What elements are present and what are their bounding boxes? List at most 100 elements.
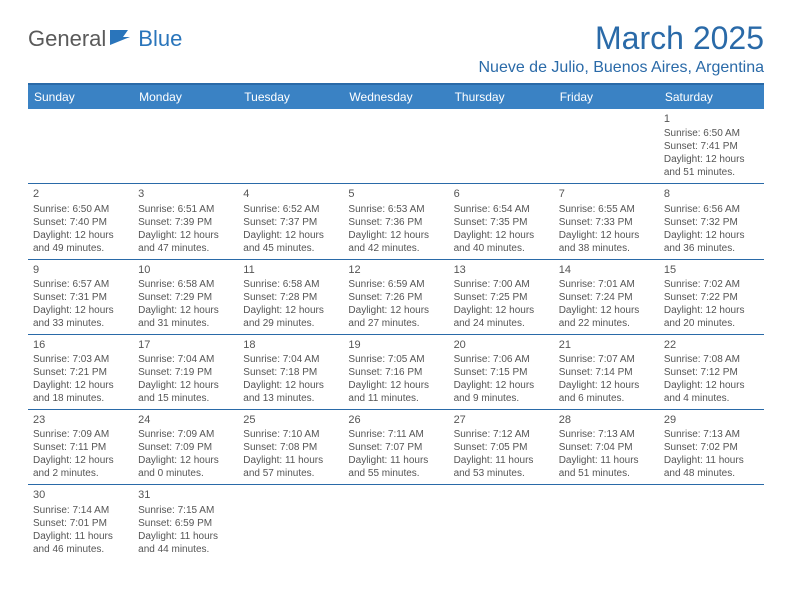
daylight-text: Daylight: 12 hours [454,229,550,242]
day-number: 4 [243,187,339,201]
day-number: 30 [33,488,129,502]
sunrise-text: Sunrise: 6:53 AM [348,203,444,216]
calendar: Sunday Monday Tuesday Wednesday Thursday… [28,83,764,560]
day-number: 14 [559,263,655,277]
sunset-text: Sunset: 7:07 PM [348,441,444,454]
daylight-text: Daylight: 12 hours [33,304,129,317]
sunrise-text: Sunrise: 7:01 AM [559,278,655,291]
sunset-text: Sunset: 7:32 PM [664,216,760,229]
sunrise-text: Sunrise: 7:08 AM [664,353,760,366]
daylight-text: and 4 minutes. [664,392,760,405]
day-number: 15 [664,263,760,277]
month-title: March 2025 [478,20,764,57]
daylight-text: Daylight: 12 hours [243,229,339,242]
day-cell: 29Sunrise: 7:13 AMSunset: 7:02 PMDayligh… [659,410,764,484]
daylight-text: and 48 minutes. [664,467,760,480]
sunrise-text: Sunrise: 7:11 AM [348,428,444,441]
daylight-text: Daylight: 12 hours [664,229,760,242]
logo-text-general: General [28,26,106,52]
daylight-text: and 27 minutes. [348,317,444,330]
day-cell: 13Sunrise: 7:00 AMSunset: 7:25 PMDayligh… [449,260,554,334]
day-cell: 16Sunrise: 7:03 AMSunset: 7:21 PMDayligh… [28,335,133,409]
daylight-text: Daylight: 12 hours [138,229,234,242]
sunrise-text: Sunrise: 7:13 AM [559,428,655,441]
daylight-text: Daylight: 12 hours [454,304,550,317]
week-row: 2Sunrise: 6:50 AMSunset: 7:40 PMDaylight… [28,184,764,259]
week-row: 16Sunrise: 7:03 AMSunset: 7:21 PMDayligh… [28,335,764,410]
day-number: 20 [454,338,550,352]
day-cell: 3Sunrise: 6:51 AMSunset: 7:39 PMDaylight… [133,184,238,258]
day-number: 6 [454,187,550,201]
daylight-text: Daylight: 12 hours [559,304,655,317]
dayname-tue: Tuesday [238,85,343,109]
day-cell: 14Sunrise: 7:01 AMSunset: 7:24 PMDayligh… [554,260,659,334]
day-number: 31 [138,488,234,502]
day-number: 10 [138,263,234,277]
day-cell: 7Sunrise: 6:55 AMSunset: 7:33 PMDaylight… [554,184,659,258]
daylight-text: Daylight: 12 hours [348,304,444,317]
daylight-text: and 49 minutes. [33,242,129,255]
sunset-text: Sunset: 7:24 PM [559,291,655,304]
sunset-text: Sunset: 7:33 PM [559,216,655,229]
day-number: 9 [33,263,129,277]
sunrise-text: Sunrise: 7:15 AM [138,504,234,517]
sunrise-text: Sunrise: 6:58 AM [138,278,234,291]
daylight-text: and 31 minutes. [138,317,234,330]
dayname-wed: Wednesday [343,85,448,109]
empty-cell [449,485,554,559]
sunrise-text: Sunrise: 7:09 AM [33,428,129,441]
daylight-text: and 55 minutes. [348,467,444,480]
daylight-text: Daylight: 12 hours [33,229,129,242]
week-row: 9Sunrise: 6:57 AMSunset: 7:31 PMDaylight… [28,260,764,335]
week-row: 23Sunrise: 7:09 AMSunset: 7:11 PMDayligh… [28,410,764,485]
day-cell: 4Sunrise: 6:52 AMSunset: 7:37 PMDaylight… [238,184,343,258]
day-cell: 24Sunrise: 7:09 AMSunset: 7:09 PMDayligh… [133,410,238,484]
daylight-text: and 20 minutes. [664,317,760,330]
day-cell: 5Sunrise: 6:53 AMSunset: 7:36 PMDaylight… [343,184,448,258]
daylight-text: and 2 minutes. [33,467,129,480]
location-subtitle: Nueve de Julio, Buenos Aires, Argentina [478,59,764,77]
daylight-text: Daylight: 11 hours [348,454,444,467]
daylight-text: and 0 minutes. [138,467,234,480]
day-number: 8 [664,187,760,201]
daylight-text: Daylight: 12 hours [138,304,234,317]
sunrise-text: Sunrise: 6:50 AM [664,127,760,140]
sunset-text: Sunset: 7:39 PM [138,216,234,229]
sunset-text: Sunset: 7:41 PM [664,140,760,153]
daylight-text: Daylight: 11 hours [664,454,760,467]
sunrise-text: Sunrise: 7:00 AM [454,278,550,291]
sunrise-text: Sunrise: 7:02 AM [664,278,760,291]
sunset-text: Sunset: 7:31 PM [33,291,129,304]
day-number: 21 [559,338,655,352]
sunset-text: Sunset: 7:29 PM [138,291,234,304]
day-number: 17 [138,338,234,352]
sunset-text: Sunset: 7:11 PM [33,441,129,454]
sunset-text: Sunset: 7:35 PM [454,216,550,229]
dayname-sun: Sunday [28,85,133,109]
empty-cell [343,485,448,559]
sunrise-text: Sunrise: 7:10 AM [243,428,339,441]
daylight-text: Daylight: 12 hours [664,304,760,317]
daylight-text: Daylight: 12 hours [664,153,760,166]
empty-cell [554,109,659,183]
sunset-text: Sunset: 7:21 PM [33,366,129,379]
day-number: 3 [138,187,234,201]
daylight-text: Daylight: 12 hours [33,379,129,392]
daylight-text: and 38 minutes. [559,242,655,255]
logo-flag-icon [110,28,136,51]
day-cell: 26Sunrise: 7:11 AMSunset: 7:07 PMDayligh… [343,410,448,484]
daylight-text: and 42 minutes. [348,242,444,255]
daylight-text: Daylight: 12 hours [138,379,234,392]
weeks-container: 1Sunrise: 6:50 AMSunset: 7:41 PMDaylight… [28,109,764,560]
header: General Blue March 2025 Nueve de Julio, … [28,20,764,77]
day-number: 24 [138,413,234,427]
daylight-text: and 15 minutes. [138,392,234,405]
sunrise-text: Sunrise: 7:07 AM [559,353,655,366]
sunset-text: Sunset: 7:22 PM [664,291,760,304]
day-number: 2 [33,187,129,201]
week-row: 30Sunrise: 7:14 AMSunset: 7:01 PMDayligh… [28,485,764,559]
daylight-text: Daylight: 12 hours [559,379,655,392]
sunrise-text: Sunrise: 6:52 AM [243,203,339,216]
daylight-text: Daylight: 12 hours [454,379,550,392]
sunrise-text: Sunrise: 7:03 AM [33,353,129,366]
